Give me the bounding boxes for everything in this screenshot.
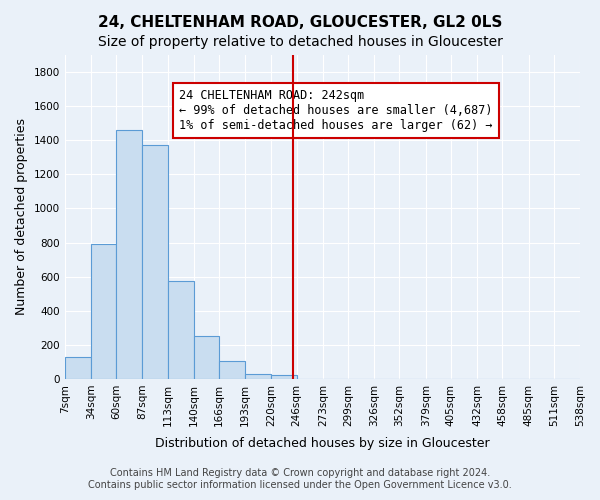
Bar: [142, 146, 167, 379]
Bar: [271, 376, 296, 379]
Bar: [91, 244, 116, 379]
Bar: [116, 130, 142, 379]
Text: Size of property relative to detached houses in Gloucester: Size of property relative to detached ho…: [98, 35, 502, 49]
X-axis label: Distribution of detached houses by size in Gloucester: Distribution of detached houses by size …: [155, 437, 490, 450]
Bar: [65, 356, 91, 379]
Y-axis label: Number of detached properties: Number of detached properties: [15, 118, 28, 316]
Bar: [219, 360, 245, 379]
Text: 24 CHELTENHAM ROAD: 242sqm
← 99% of detached houses are smaller (4,687)
1% of se: 24 CHELTENHAM ROAD: 242sqm ← 99% of deta…: [179, 89, 493, 132]
Bar: [167, 281, 194, 379]
Bar: [245, 374, 271, 379]
Bar: [194, 336, 219, 379]
Text: Contains HM Land Registry data © Crown copyright and database right 2024.
Contai: Contains HM Land Registry data © Crown c…: [88, 468, 512, 490]
Text: 24, CHELTENHAM ROAD, GLOUCESTER, GL2 0LS: 24, CHELTENHAM ROAD, GLOUCESTER, GL2 0LS: [98, 15, 502, 30]
